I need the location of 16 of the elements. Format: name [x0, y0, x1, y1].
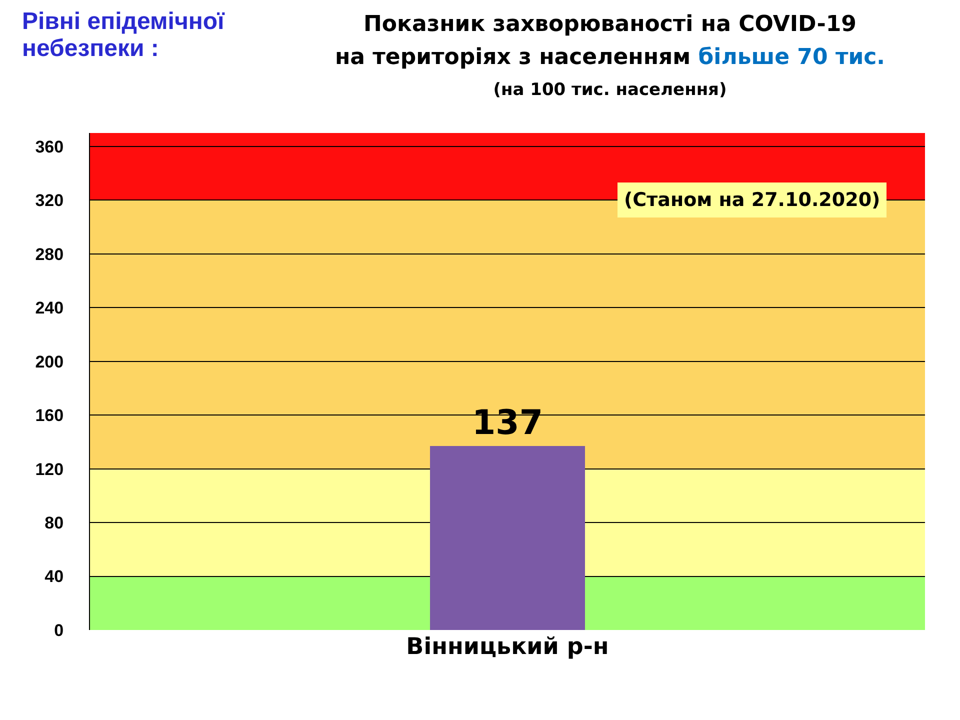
y-tick-label: 160 — [35, 406, 64, 426]
y-tick-label: 360 — [35, 137, 64, 156]
chart-subtitle: більше 70 тис. — [698, 45, 886, 70]
x-tick-label: Вінницький р-н — [406, 634, 609, 660]
annotation: (Станом на 27.10.2020) — [624, 189, 880, 211]
text: Рівні епідемічної небезпеки : — [22, 8, 226, 62]
y-tick-label: 240 — [35, 298, 64, 318]
text: (на 100 тис. населення) — [492, 80, 728, 100]
y-tick-label: 40 — [44, 567, 64, 586]
y-tick-label: 320 — [35, 191, 64, 210]
y-tick-label: 120 — [35, 460, 64, 479]
y-tick-label: 200 — [35, 352, 64, 372]
data-label: 137 — [472, 403, 543, 443]
y-tick-label: 80 — [44, 513, 64, 532]
y-tick-label: 280 — [35, 244, 64, 264]
y-tick-label: 0 — [54, 620, 64, 640]
